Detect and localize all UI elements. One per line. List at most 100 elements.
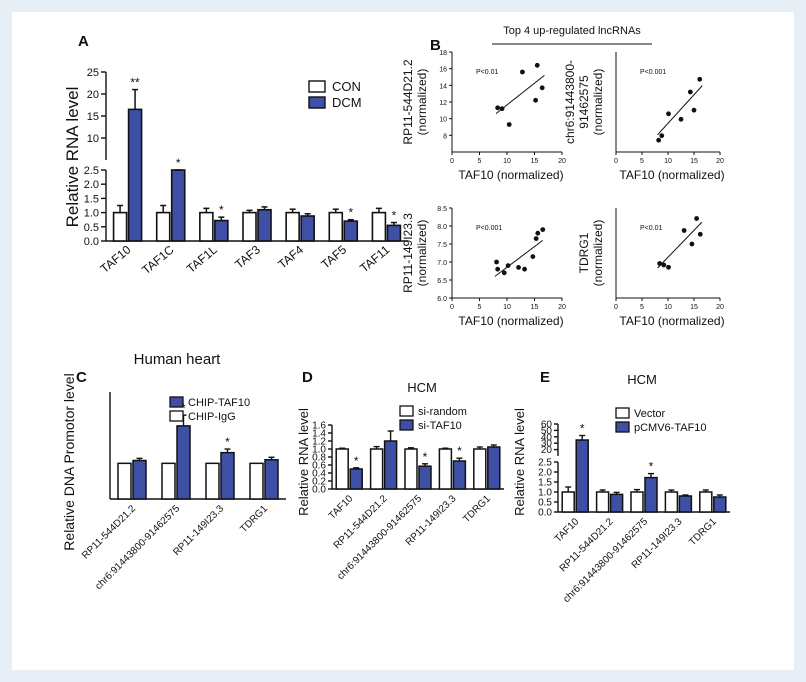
panel-label-c: C: [76, 369, 87, 386]
panel-e-y-tick-label: 60: [541, 420, 553, 431]
panel-a-y-tick-label: 1.0: [84, 208, 99, 220]
panel-a-bar-con-taf1l: [199, 211, 214, 242]
panel-b-data-point: [501, 270, 507, 276]
panel-b-x-tick-label: 15: [690, 158, 698, 165]
panel-label-e: E: [540, 369, 550, 386]
panel-c-y-axis-title: Relative DNA Promotor level: [61, 373, 77, 550]
panel-e-legend-label-pcmv6-taf10: pCMV6-TAF10: [634, 422, 707, 434]
panel-e-y-tick-label: 50: [541, 426, 553, 437]
panel-b-pvalue: P<0.001: [476, 225, 502, 232]
panel-e-legend-label-vector: Vector: [634, 408, 666, 420]
panel-a-bar-con-taf3: [242, 211, 257, 242]
panel-d-y-tick-label: 1.2: [312, 437, 326, 448]
panel-e-bar-pcmv6-taf10-taf10: [575, 439, 589, 513]
panel-a-y-tick-label: 25: [87, 67, 99, 79]
panel-a-legend-label-con: CON: [332, 79, 361, 94]
panel-a-bar-dcm-taf1l: [214, 219, 229, 242]
panel-e-bar-vector-chr6-91443800-91462575: [630, 491, 644, 513]
panel-label-b: B: [430, 37, 441, 54]
panel-e-y-tick-label: 40: [541, 432, 553, 443]
panel-d-y-axis-title: Relative RNA level: [296, 408, 311, 516]
panel-c-bar-chip-igg-rp11-544d21-2: [117, 462, 132, 500]
panel-d-bar-si-random-rp11-149i23-3: [438, 448, 453, 490]
panel-c-bar-chip-igg-chr6-91443800-91462575: [161, 462, 176, 500]
panel-b-regression-line: [657, 85, 703, 136]
panel-b-x-tick-label: 5: [478, 158, 482, 165]
panel-a-y-tick-label: 2.5: [84, 165, 99, 177]
panel-a-y-tick-label: 20: [87, 89, 99, 101]
panel-b-data-point: [533, 236, 539, 242]
panel-a-x-tick-label: TAF1C: [139, 242, 177, 277]
panel-b-title: Top 4 up-regulated lncRNAs: [503, 25, 641, 37]
figure-svg: A B C D E 0.00.51.01.52.02.510152025Rela…: [61, 25, 730, 605]
panel-e-significance: *: [580, 422, 585, 436]
panel-a-legend-label-dcm: DCM: [332, 95, 362, 110]
panel-b-y-axis-title: RP11-149I23.3: [401, 213, 415, 293]
panel-b-x-tick-label: 15: [531, 158, 539, 165]
panel-b-data-point: [520, 69, 525, 75]
panel-e-y-axis-title: Relative RNA level: [512, 408, 527, 516]
panel-a-y-tick-label: 2.0: [84, 179, 99, 191]
panel-d-bar-si-random-rp11-544d21-2: [369, 448, 384, 490]
panel-d-significance: *: [423, 450, 428, 464]
panel-e-y-tick-label: 0.5: [538, 498, 552, 509]
panel-b-x-tick-label: 10: [503, 158, 511, 165]
panel-b-data-point: [661, 262, 667, 268]
panel-d-x-tick-label: TAF10: [327, 493, 356, 522]
panel-b-data-point: [506, 122, 512, 127]
panel-b-y-tick-label: 8.0: [437, 224, 447, 231]
panel-e-legend-swatch-pcmv6-taf10: [615, 421, 630, 433]
panel-b-data-point: [697, 231, 703, 237]
panel-b-y-axis-title: RP11-544D21.2: [401, 59, 415, 144]
panel-a-bar-dcm-taf3: [257, 208, 272, 242]
panel-d-y-tick-label: 1.4: [312, 429, 326, 440]
panel-b-data-point: [678, 116, 684, 122]
panel-label-d: D: [302, 369, 313, 386]
panel-b-data-point: [687, 89, 693, 95]
panel-b-x-tick-label: 20: [558, 304, 566, 311]
panel-a-bar-dcm-taf1c: [170, 169, 186, 242]
panel-d-legend-label-si-random: si-random: [418, 406, 467, 418]
panel-b-y-tick-label: 8: [443, 133, 447, 140]
panel-e-significance: *: [649, 460, 654, 474]
panel-a-x-tick-label: TAF4: [275, 242, 306, 271]
panel-e-y-tick-label: 2.5: [538, 458, 552, 469]
panel-a-significance: *: [176, 156, 181, 170]
panel-b-x-tick-label: 0: [450, 158, 454, 165]
panel-d-bar-si-random-tdrg1: [473, 448, 487, 490]
panel-c-x-tick-label: TDRG1: [238, 503, 270, 535]
panel-c-significance: *: [225, 435, 230, 449]
panel-b-y-tick-label: 6.0: [437, 296, 447, 303]
panel-e-bar-vector-rp11-544d21-2: [595, 491, 610, 513]
panel-b-data-point: [534, 62, 540, 68]
panel-d-bar-si-taf10-chr6-91443800-91462575: [418, 465, 432, 490]
panel-d-title: HCM: [407, 380, 437, 395]
panel-a-legend-swatch-con: [308, 80, 326, 93]
panel-b-data-point: [656, 137, 662, 143]
panel-d-bar-si-random-taf10: [335, 448, 349, 490]
panel-a-significance: *: [219, 203, 224, 217]
panel-b-data-point: [516, 265, 521, 270]
panel-c-x-tick-label: chr6:91443800-91462575: [93, 503, 182, 592]
figure-canvas: A B C D E 0.0 0.5 1.0 1.5 2.0 2.5 10 15 20 25 Rela…: [12, 12, 794, 670]
panel-d-legend-swatch-si-taf10: [399, 419, 414, 431]
panel-b-y-tick-label: 18: [439, 50, 447, 57]
panel-a-bar-con-taf11: [371, 211, 387, 242]
panel-d-bar-si-taf10-taf10: [349, 468, 363, 490]
panel-b-y-tick-label: 16: [439, 67, 447, 74]
panel-e-bar-vector-rp11-149i23-3: [664, 491, 679, 513]
panel-a-x-tick-label: TAF3: [232, 242, 263, 271]
panel-b-data-point: [535, 230, 541, 236]
panel-a-bar-dcm-taf5: [343, 220, 359, 242]
panel-a-y-axis-title: Relative RNA level: [63, 87, 82, 228]
panel-b-data-point: [689, 241, 695, 247]
panel-b-y-axis-title: chr6:91443800-: [563, 60, 577, 144]
panel-a-x-tick-label: TAF1L: [184, 242, 220, 276]
panel-b-data-point: [533, 97, 538, 103]
panel-b-x-tick-label: 0: [614, 304, 618, 311]
panel-b-x-tick-label: 5: [478, 304, 482, 311]
panel-a-y-tick-label: 1.5: [84, 193, 99, 205]
panel-c-title: Human heart: [134, 351, 222, 368]
panel-b-data-point: [522, 266, 527, 272]
panel-e-x-tick-label: TDRG1: [687, 516, 719, 548]
